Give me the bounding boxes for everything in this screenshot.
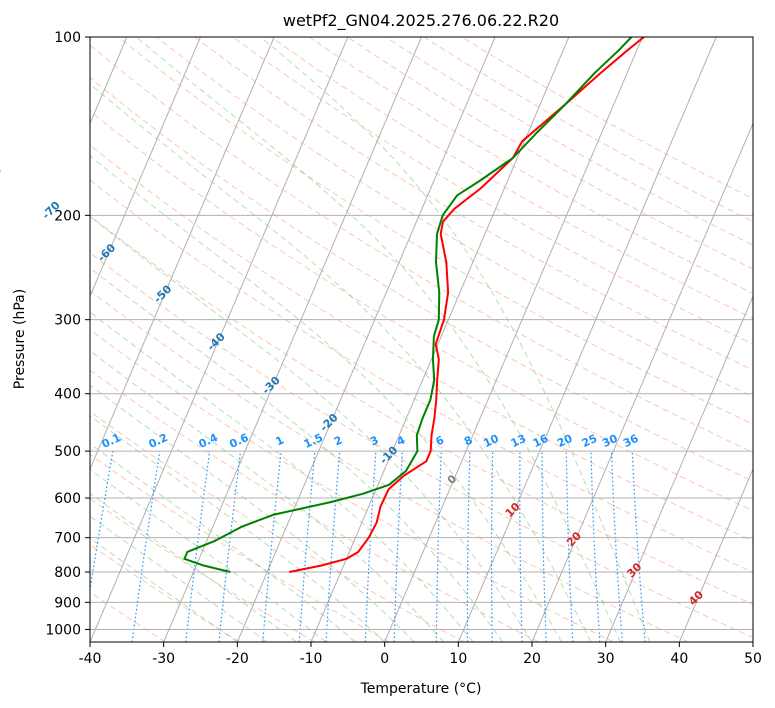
mixing-ratio-line xyxy=(90,450,114,594)
x-axis: -40 -30 -20 -10 0 10 20 30 40 50 xyxy=(79,642,762,667)
mixing-ratio-label: 16 xyxy=(531,432,551,450)
moist-adiabat xyxy=(90,311,474,642)
y-tick-label: 800 xyxy=(54,565,81,581)
x-tick-label: -10 xyxy=(300,651,323,667)
isotherm-line xyxy=(457,37,717,642)
isotherm-line xyxy=(163,37,422,642)
isotherm-line xyxy=(90,37,201,298)
mixing-ratio-label: 25 xyxy=(580,432,599,450)
x-tick-label: 0 xyxy=(380,651,389,667)
x-tick-label: 30 xyxy=(597,651,615,667)
dry-adiabat xyxy=(90,110,753,512)
isotherm-line xyxy=(531,122,753,642)
dry-adiabat xyxy=(232,37,753,345)
isotherm-line xyxy=(236,37,496,642)
dry-adiabat xyxy=(90,76,753,482)
x-tick-label: -30 xyxy=(152,651,175,667)
x-tick-label: 20 xyxy=(523,651,541,667)
isotherm-line xyxy=(384,37,643,642)
moist-adiabat xyxy=(90,350,444,642)
mixing-ratio-line xyxy=(185,451,211,642)
y-tick-label: 100 xyxy=(54,30,81,46)
dry-adiabat xyxy=(194,37,753,371)
moist-adiabat xyxy=(90,537,238,642)
mixing-ratio-line xyxy=(262,451,282,642)
isotherm-line xyxy=(90,37,275,471)
dry-adiabat xyxy=(90,215,753,606)
dry-adiabat xyxy=(90,453,390,642)
y-tick-label: 700 xyxy=(54,531,81,547)
moist-adiabat xyxy=(90,415,386,642)
dry-adiabat xyxy=(90,369,540,642)
x-axis-label: Temperature (°C) xyxy=(360,681,482,697)
moist-adiabat xyxy=(90,492,297,642)
isotherm-line xyxy=(90,37,349,642)
moist-adiabat xyxy=(90,468,327,642)
x-tick-label: -20 xyxy=(226,651,249,667)
moist-adiabat xyxy=(90,515,268,642)
x-tick-label: 50 xyxy=(744,651,762,667)
x-tick-label: -40 xyxy=(79,651,102,667)
y-axis: 1000 900 800 700 600 500 400 300 200 100 xyxy=(45,30,90,638)
y-tick-label: 300 xyxy=(54,313,81,329)
y-tick-label: 400 xyxy=(54,387,81,403)
x-tick-label: 10 xyxy=(449,651,467,667)
dry-adiabat xyxy=(90,44,753,453)
y-tick-label: 1000 xyxy=(45,622,81,638)
moist-adiabat xyxy=(260,37,651,642)
y-tick-label: 900 xyxy=(54,595,81,611)
y-axis-label: Pressure (hPa) xyxy=(12,289,28,389)
plot-frame xyxy=(89,36,754,643)
isotherm-line xyxy=(678,467,753,642)
x-tick-label: 40 xyxy=(670,651,688,667)
mixing-ratio-line xyxy=(218,451,242,642)
mixing-ratio-label: 20 xyxy=(555,432,575,450)
mixing-ratio-label: 36 xyxy=(621,432,641,450)
moist-adiabat xyxy=(90,215,533,642)
dry-adiabat xyxy=(90,498,315,642)
dewpoint-profile xyxy=(183,37,633,574)
dry-adiabat xyxy=(90,252,753,639)
moist-adiabat xyxy=(90,155,562,642)
dry-adiabat xyxy=(90,144,753,542)
mixing-ratio-label: 10 xyxy=(481,432,501,450)
dry-adiabat xyxy=(90,329,614,642)
isotherm-line xyxy=(605,295,753,642)
mixing-ratio-label: 13 xyxy=(509,432,528,450)
y-tick-label: 500 xyxy=(54,444,81,460)
moist-adiabat xyxy=(135,37,621,642)
mixing-ratio-line xyxy=(131,451,161,642)
chart-title: wetPf2_GN04.2025.276.06.22.R20 xyxy=(283,11,559,31)
profile-series xyxy=(183,37,645,574)
y-tick-label: 200 xyxy=(54,208,81,224)
y-tick-label: 600 xyxy=(54,491,81,507)
mixing-ratio-label: 30 xyxy=(600,432,620,450)
pressure-gridlines xyxy=(90,37,753,630)
moist-adiabat xyxy=(90,267,503,642)
dry-adiabat xyxy=(90,179,753,573)
background-lines xyxy=(90,37,753,642)
mixing-ratio-line xyxy=(298,451,316,642)
